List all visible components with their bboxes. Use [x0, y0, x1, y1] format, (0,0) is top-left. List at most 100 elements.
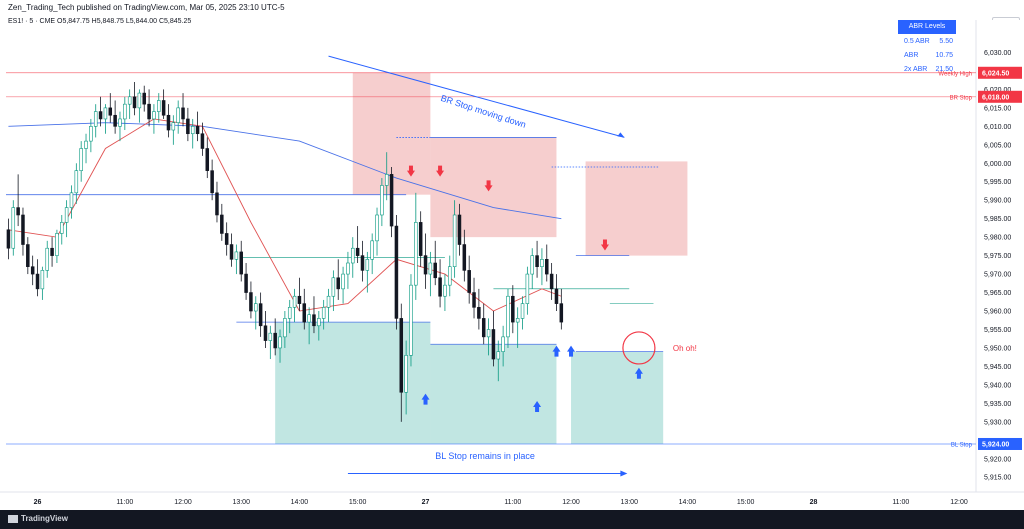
- candle-body: [186, 118, 190, 135]
- candle-body: [249, 292, 253, 312]
- abr-label: 0.5 ABR: [904, 38, 930, 45]
- y-tick-label: 5,930.00: [984, 419, 1011, 426]
- candle-body: [360, 255, 365, 271]
- footer-bar: [0, 510, 1024, 529]
- y-tick-label: 5,950.00: [984, 345, 1011, 352]
- y-tick-label: 5,945.00: [984, 364, 1011, 371]
- candle-body: [472, 292, 476, 308]
- x-tick-label: 28: [810, 499, 818, 506]
- ohlc-readout: ES1! · 5 · CME O5,847.75 H5,848.75 L5,84…: [8, 18, 192, 25]
- arrow-head: [617, 132, 625, 138]
- tradingview-logo[interactable]: TradingView: [8, 514, 68, 523]
- candle-body: [64, 207, 69, 223]
- candle-body: [283, 318, 287, 338]
- y-tick-label: 5,935.00: [984, 401, 1011, 408]
- buy-arrow-icon: [533, 401, 542, 413]
- candle-body: [50, 247, 54, 256]
- candle-body: [157, 100, 161, 112]
- candle-body: [152, 111, 156, 120]
- candle-body: [394, 225, 399, 319]
- candle-body: [84, 140, 88, 149]
- candle-body: [418, 222, 423, 256]
- candle-body: [263, 325, 268, 341]
- candle-body: [409, 284, 413, 356]
- y-tick-label: 5,995.00: [984, 179, 1011, 186]
- abr-value: 21.50: [935, 66, 953, 73]
- candle-body: [501, 336, 505, 352]
- candle-body: [35, 273, 40, 290]
- price-chart[interactable]: 6,030.006,025.006,020.006,015.006,010.00…: [0, 0, 1024, 510]
- candle-body: [540, 259, 544, 267]
- candle-body: [220, 214, 224, 234]
- candle-body: [530, 255, 534, 275]
- candle-body: [491, 329, 496, 360]
- level-line-label: BR Stop: [950, 95, 973, 101]
- candle-body: [26, 244, 30, 267]
- candle-body: [559, 303, 564, 323]
- candle-body: [336, 277, 340, 290]
- candle-body: [414, 222, 418, 286]
- candle-body: [93, 111, 98, 127]
- candle-body: [331, 277, 336, 297]
- candle-body: [404, 355, 408, 393]
- trend-arrow: [328, 55, 625, 138]
- weekly-high-label: Weekly High: [938, 71, 972, 77]
- candle-body: [312, 314, 316, 327]
- candle-body: [443, 284, 447, 297]
- candle-body: [132, 96, 137, 109]
- buy-arrow-icon: [634, 367, 643, 379]
- price-tag-label: 5,924.00: [982, 441, 1009, 448]
- level-line-label: BL Stop: [951, 442, 973, 448]
- candle-body: [326, 295, 331, 308]
- arrow-head: [620, 470, 628, 477]
- sell-arrow-icon: [600, 239, 609, 251]
- price-tag-label: 6,024.50: [982, 70, 1009, 77]
- chart-header: [0, 0, 1024, 20]
- candle-body: [224, 233, 229, 245]
- candle-body: [292, 295, 297, 308]
- candle-body: [147, 103, 151, 120]
- candle-body: [98, 111, 103, 120]
- y-tick-label: 6,015.00: [984, 105, 1011, 112]
- abr-value: 10.75: [935, 52, 953, 59]
- candle-body: [103, 107, 108, 120]
- candle-body: [321, 307, 326, 319]
- candle-body: [118, 118, 122, 127]
- x-tick-label: 27: [422, 499, 430, 506]
- candle-body: [181, 107, 185, 120]
- candle-body: [428, 262, 433, 275]
- candle-body: [481, 318, 486, 338]
- y-tick-label: 5,985.00: [984, 216, 1011, 223]
- y-tick-label: 5,990.00: [984, 198, 1011, 205]
- candle-body: [127, 96, 132, 105]
- annotation-bl-stop: BL Stop remains in place: [435, 451, 535, 461]
- candle-body: [195, 126, 200, 135]
- candle-body: [176, 107, 180, 123]
- x-tick-label: 12:00: [950, 499, 968, 506]
- buy-arrow-icon: [567, 345, 576, 357]
- candle-body: [123, 103, 127, 120]
- y-tick-label: 5,970.00: [984, 272, 1011, 279]
- buy-arrow-icon: [421, 393, 430, 405]
- candle-body: [399, 318, 404, 393]
- price-tag: [978, 437, 1022, 450]
- candle-body: [462, 244, 467, 271]
- x-tick-label: 15:00: [737, 499, 755, 506]
- x-tick-label: 11:00: [116, 499, 133, 506]
- y-tick-label: 5,975.00: [984, 253, 1011, 260]
- candle-body: [161, 100, 166, 116]
- publisher-line: Zen_Trading_Tech published on TradingVie…: [8, 3, 285, 12]
- candle-body: [258, 303, 263, 327]
- abr-levels-panel: ABR Levels 0.5 ABR 5.50 ABR 10.75 2x ABR…: [898, 20, 956, 76]
- candle-body: [210, 170, 214, 194]
- x-tick-label: 26: [34, 499, 42, 506]
- y-tick-label: 5,915.00: [984, 475, 1011, 482]
- price-tag: [978, 90, 1022, 103]
- bear-zone: [430, 137, 557, 238]
- x-tick-label: 13:00: [620, 499, 638, 506]
- x-tick-label: 13:00: [232, 499, 250, 506]
- x-tick-label: 15:00: [349, 499, 367, 506]
- candle-body: [74, 170, 79, 194]
- candle-body: [16, 207, 20, 216]
- candle-body: [60, 222, 64, 234]
